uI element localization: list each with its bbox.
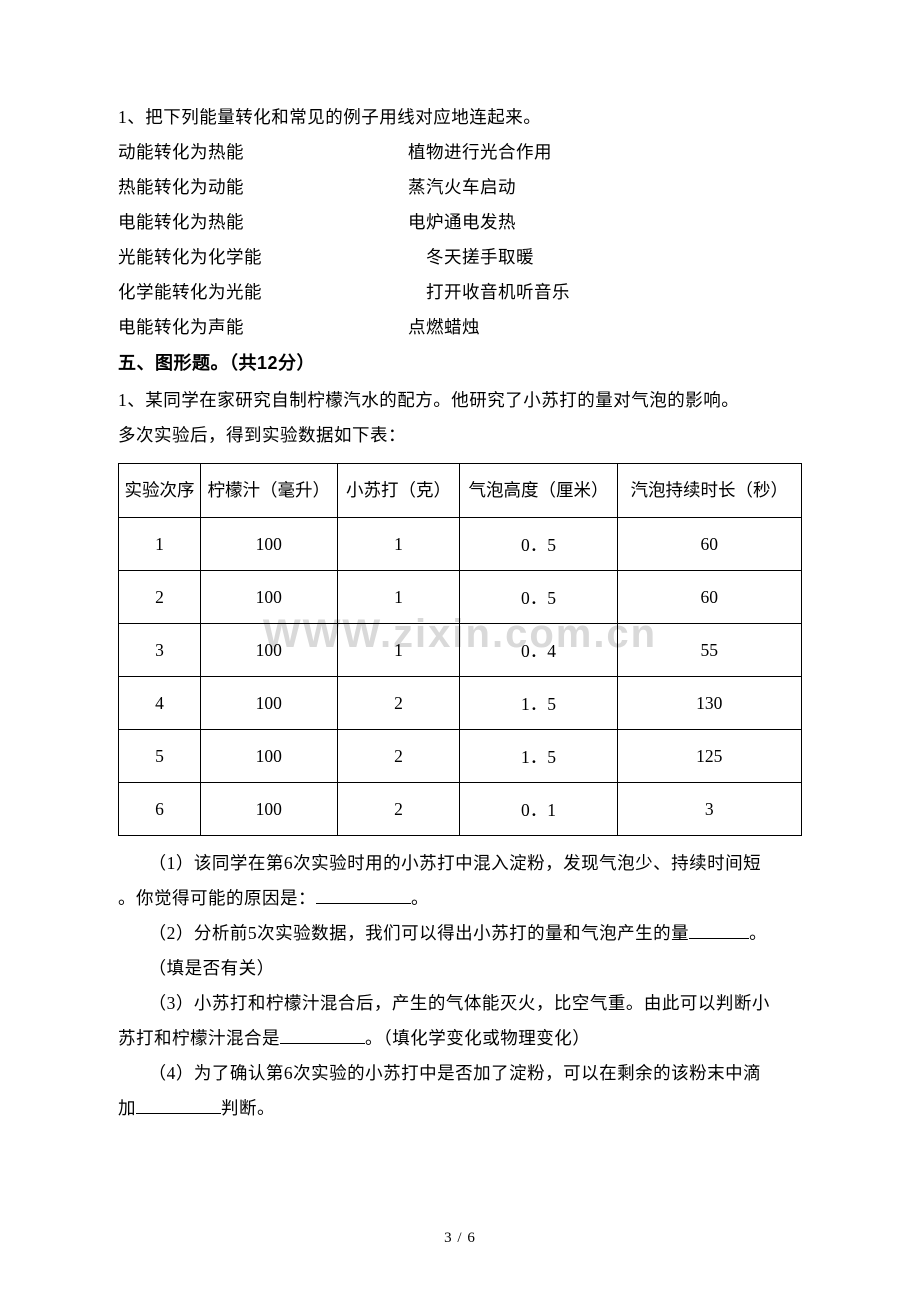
sub3-text-c: 。（填化学变化或物理变化） [365,1028,590,1048]
sub2-line1: （2）分析前5次实验数据，我们可以得出小苏打的量和气泡产生的量 。 [118,916,802,951]
table-cell: 60 [617,518,801,571]
table-cell: 100 [200,518,337,571]
table-header-cell: 实验次序 [119,463,201,517]
table-cell: 3 [617,783,801,836]
table-header-cell: 汽泡持续时长（秒） [617,463,801,517]
table-cell: 55 [617,624,801,677]
sub4-line1: （4）为了确认第6次实验的小苏打中是否加了淀粉，可以在剩余的该粉末中滴 [118,1056,802,1091]
table-cell: 0．5 [460,571,617,624]
table-cell: 1 [337,571,460,624]
table-header-cell: 小苏打（克） [337,463,460,517]
fill-blank [136,1096,221,1114]
sub3-line1: （3）小苏打和柠檬汁混合后，产生的气体能灭火，比空气重。由此可以判断小 [118,986,802,1021]
table-cell: 6 [119,783,201,836]
q2-prompt-line2: 多次实验后，得到实验数据如下表： [118,418,802,453]
match-left: 光能转化为化学能 [118,240,408,275]
matching-row: 热能转化为动能 蒸汽火车启动 [118,170,802,205]
match-left: 热能转化为动能 [118,170,408,205]
table-cell: 100 [200,730,337,783]
table-cell: 1．5 [460,677,617,730]
table-row: 2 100 1 0．5 60 [119,571,802,624]
fill-blank [280,1026,365,1044]
page-number: 3 / 6 [0,1230,920,1247]
table-cell: 2 [337,677,460,730]
sub1-text-b: 。你觉得可能的原因是： [118,888,316,908]
table-row: 4 100 2 1．5 130 [119,677,802,730]
match-right: 点燃蜡烛 [408,310,480,345]
sub3-line2: 苏打和柠檬汁混合是 。（填化学变化或物理变化） [118,1021,802,1056]
table-header-cell: 柠檬汁（毫升） [200,463,337,517]
match-right: 打开收音机听音乐 [408,275,570,310]
sub1-line1: （1）该同学在第6次实验时用的小苏打中混入淀粉，发现气泡少、持续时间短 [118,846,802,881]
match-right: 植物进行光合作用 [408,135,552,170]
experiment-table: 实验次序 柠檬汁（毫升） 小苏打（克） 气泡高度（厘米） 汽泡持续时长（秒） 1… [118,463,802,836]
table-cell: 1．5 [460,730,617,783]
matching-row: 电能转化为热能 电炉通电发热 [118,205,802,240]
sub1-line2: 。你觉得可能的原因是： 。 [118,881,802,916]
sub2-text-a: （2）分析前5次实验数据，我们可以得出小苏打的量和气泡产生的量 [149,923,690,943]
sub4-text-c: 判断。 [221,1098,275,1118]
table-cell: 100 [200,677,337,730]
table-cell: 4 [119,677,201,730]
table-cell: 100 [200,624,337,677]
table-row: 1 100 1 0．5 60 [119,518,802,571]
matching-row: 光能转化为化学能 冬天搓手取暖 [118,240,802,275]
table-header-row: 实验次序 柠檬汁（毫升） 小苏打（克） 气泡高度（厘米） 汽泡持续时长（秒） [119,463,802,517]
table-cell: 125 [617,730,801,783]
table-cell: 1 [119,518,201,571]
table-cell: 2 [337,783,460,836]
matching-row: 电能转化为声能 点燃蜡烛 [118,310,802,345]
match-right: 冬天搓手取暖 [408,240,534,275]
table-cell: 0．1 [460,783,617,836]
table-cell: 0．4 [460,624,617,677]
sub4-line2: 加 判断。 [118,1091,802,1126]
match-left: 电能转化为声能 [118,310,408,345]
fill-blank [689,921,749,939]
match-right: 蒸汽火车启动 [408,170,516,205]
matching-row: 化学能转化为光能 打开收音机听音乐 [118,275,802,310]
table-cell: 60 [617,571,801,624]
table-cell: 5 [119,730,201,783]
sub4-text-b: 加 [118,1098,136,1118]
match-right: 电炉通电发热 [408,205,516,240]
table-cell: 1 [337,518,460,571]
table-row: 6 100 2 0．1 3 [119,783,802,836]
q2-prompt-line1: 1、某同学在家研究自制柠檬汽水的配方。他研究了小苏打的量对气泡的影响。 [118,383,802,418]
table-cell: 0．5 [460,518,617,571]
table-cell: 3 [119,624,201,677]
match-left: 化学能转化为光能 [118,275,408,310]
sub2-note: （填是否有关） [118,951,802,986]
section-5-heading: 五、图形题。（共12分） [118,345,802,383]
table-header-cell: 气泡高度（厘米） [460,463,617,517]
sub3-text-b: 苏打和柠檬汁混合是 [118,1028,280,1048]
sub1-text-c: 。 [411,888,429,908]
table-row: 3 100 1 0．4 55 [119,624,802,677]
matching-row: 动能转化为热能 植物进行光合作用 [118,135,802,170]
sub2-text-b: 。 [749,923,767,943]
table-cell: 2 [119,571,201,624]
fill-blank [316,886,411,904]
table-cell: 1 [337,624,460,677]
table-cell: 2 [337,730,460,783]
q1-prompt: 1、把下列能量转化和常见的例子用线对应地连起来。 [118,100,802,135]
table-cell: 130 [617,677,801,730]
table-cell: 100 [200,571,337,624]
match-left: 动能转化为热能 [118,135,408,170]
table-cell: 100 [200,783,337,836]
match-left: 电能转化为热能 [118,205,408,240]
table-row: 5 100 2 1．5 125 [119,730,802,783]
